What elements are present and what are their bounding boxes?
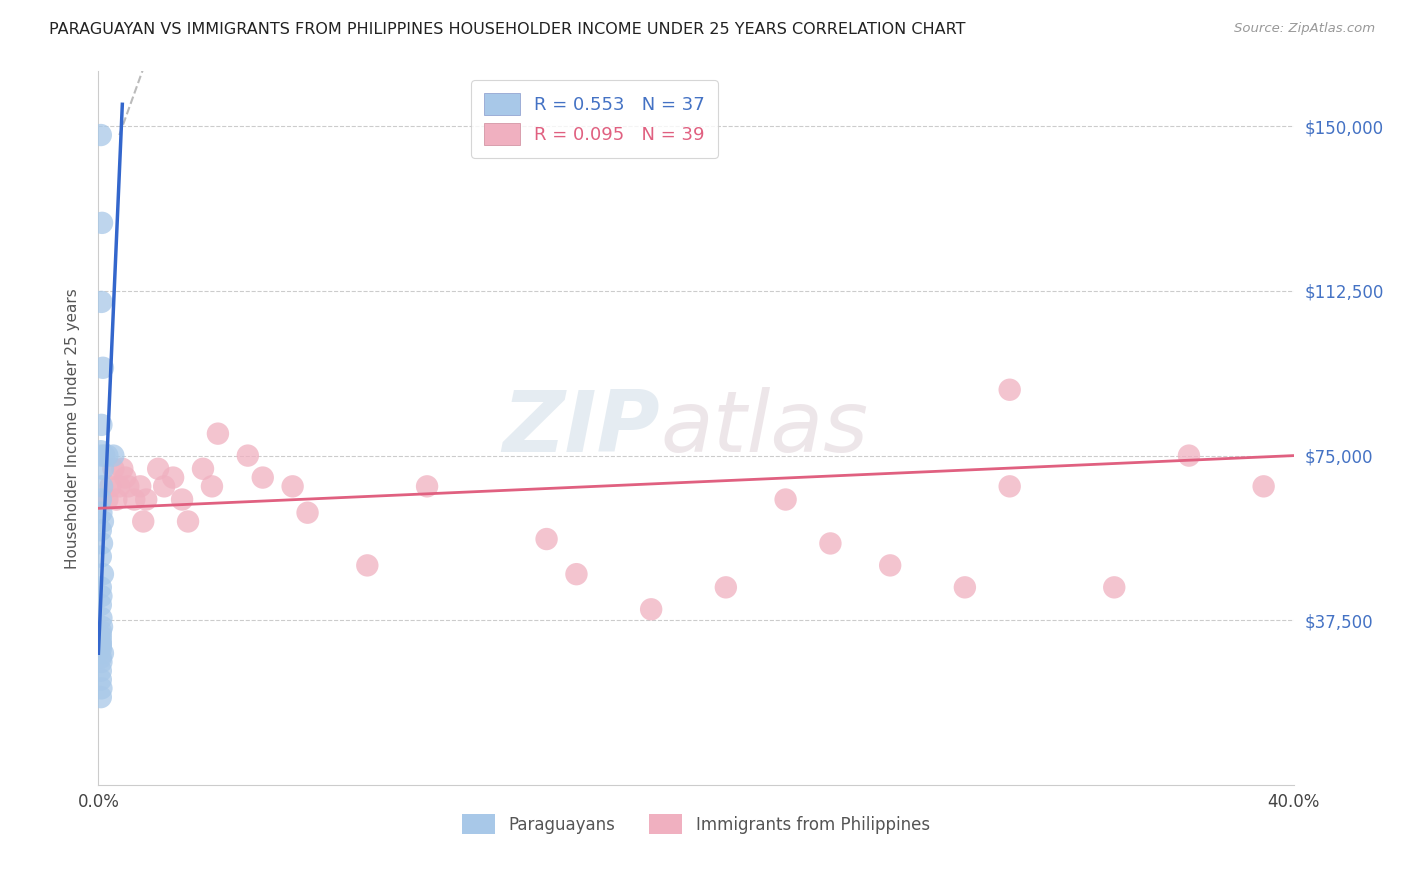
Point: [91, 646, 114, 660]
Point: [91, 462, 114, 476]
Point: [252, 470, 274, 484]
Point: [177, 515, 200, 529]
Point: [998, 479, 1021, 493]
Point: [98, 479, 122, 493]
Point: [90, 549, 112, 564]
Point: [96, 449, 118, 463]
Point: [90, 611, 112, 625]
Point: [91, 536, 114, 550]
Point: [90, 655, 112, 669]
Point: [90, 417, 112, 432]
Point: [90, 629, 112, 643]
Text: ZIP: ZIP: [502, 386, 661, 470]
Point: [207, 426, 229, 441]
Point: [162, 470, 184, 484]
Point: [90, 637, 112, 651]
Point: [90, 673, 112, 687]
Point: [201, 479, 224, 493]
Point: [90, 294, 112, 309]
Point: [879, 558, 901, 573]
Point: [640, 602, 662, 616]
Point: [91, 567, 114, 582]
Point: [96, 492, 118, 507]
Point: [998, 383, 1021, 397]
Point: [117, 479, 139, 493]
Point: [135, 492, 157, 507]
Point: [90, 624, 112, 639]
Point: [91, 360, 114, 375]
Point: [536, 532, 558, 546]
Point: [90, 506, 112, 520]
Point: [90, 589, 112, 603]
Point: [91, 620, 114, 634]
Point: [91, 515, 114, 529]
Point: [90, 492, 112, 507]
Point: [124, 492, 146, 507]
Point: [132, 515, 155, 529]
Point: [356, 558, 378, 573]
Point: [90, 449, 112, 463]
Point: [90, 650, 112, 665]
Point: [129, 479, 152, 493]
Point: [90, 523, 112, 537]
Point: [90, 681, 112, 696]
Point: [93, 449, 115, 463]
Point: [90, 128, 112, 142]
Point: [103, 462, 125, 476]
Point: [191, 462, 214, 476]
Point: [1178, 449, 1201, 463]
Point: [90, 580, 112, 594]
Point: [172, 492, 194, 507]
Point: [297, 506, 319, 520]
Text: Source: ZipAtlas.com: Source: ZipAtlas.com: [1234, 22, 1375, 36]
Point: [281, 479, 304, 493]
Point: [105, 492, 128, 507]
Point: [416, 479, 439, 493]
Point: [236, 449, 259, 463]
Point: [90, 664, 112, 678]
Point: [1253, 479, 1275, 493]
Point: [565, 567, 588, 582]
Point: [714, 580, 737, 594]
Y-axis label: Householder Income Under 25 years: Householder Income Under 25 years: [65, 288, 80, 568]
Point: [90, 598, 112, 612]
Point: [153, 479, 176, 493]
Point: [820, 536, 842, 550]
Point: [91, 216, 114, 230]
Text: PARAGUAYAN VS IMMIGRANTS FROM PHILIPPINES HOUSEHOLDER INCOME UNDER 25 YEARS CORR: PARAGUAYAN VS IMMIGRANTS FROM PHILIPPINE…: [49, 22, 966, 37]
Point: [148, 462, 170, 476]
Point: [91, 479, 114, 493]
Point: [953, 580, 976, 594]
Point: [90, 690, 112, 705]
Legend: Paraguayans, Immigrants from Philippines: Paraguayans, Immigrants from Philippines: [456, 807, 936, 841]
Point: [1104, 580, 1126, 594]
Point: [111, 462, 134, 476]
Point: [90, 637, 112, 651]
Point: [775, 492, 797, 507]
Text: atlas: atlas: [661, 386, 868, 470]
Point: [90, 444, 112, 458]
Point: [90, 633, 112, 648]
Point: [108, 479, 131, 493]
Point: [103, 449, 125, 463]
Point: [114, 470, 136, 484]
Point: [90, 641, 112, 656]
